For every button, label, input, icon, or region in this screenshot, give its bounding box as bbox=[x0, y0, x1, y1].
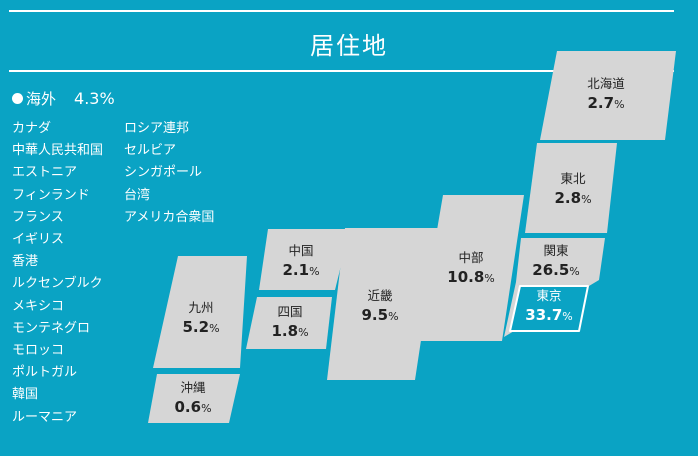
region-name-label: 関東 bbox=[543, 243, 569, 258]
country-item: フランス bbox=[12, 209, 64, 225]
title-underline bbox=[9, 70, 674, 72]
region-name-label: 北海道 bbox=[587, 76, 625, 91]
region-value-label: 9.5% bbox=[361, 306, 398, 324]
overseas-label: 海外 bbox=[26, 90, 57, 108]
country-item: アメリカ合衆国 bbox=[124, 209, 215, 225]
top-rule bbox=[9, 10, 674, 12]
country-item: 香港 bbox=[12, 254, 39, 270]
region-value-label: 26.5% bbox=[532, 261, 579, 279]
region-shape bbox=[509, 285, 589, 332]
country-item: 韓国 bbox=[12, 387, 39, 403]
region-name-label: 東北 bbox=[560, 171, 586, 186]
country-item: ロシア連邦 bbox=[124, 121, 190, 136]
region-tile: 北海道 2.7% bbox=[540, 51, 676, 140]
country-item: モンテネグロ bbox=[12, 320, 91, 336]
country-item: シンガポール bbox=[124, 165, 203, 181]
region-name-label: 四国 bbox=[277, 304, 302, 319]
country-item: 中華人民共和国 bbox=[12, 143, 104, 159]
region-value-label: 33.7% bbox=[525, 306, 572, 324]
region-name-label: 中部 bbox=[458, 250, 483, 265]
region-tile: 沖縄 0.6% bbox=[148, 374, 240, 423]
region-shape bbox=[327, 228, 438, 380]
country-item: セルビア bbox=[124, 143, 177, 159]
region-value-label: 10.8% bbox=[447, 268, 494, 286]
country-list-col2: ロシア連邦 セルビア シンガポール 台湾 アメリカ合衆国 bbox=[124, 118, 214, 229]
region-name-label: 九州 bbox=[188, 300, 213, 315]
region-tile: 四国 1.8% bbox=[246, 297, 332, 349]
country-item: ルクセンブルク bbox=[12, 276, 103, 292]
country-item: フィンランド bbox=[12, 187, 90, 203]
region-value-label: 1.8% bbox=[271, 322, 308, 340]
country-item: ルーマニア bbox=[12, 409, 78, 425]
bullet-icon bbox=[12, 93, 23, 104]
region-value-label: 0.6% bbox=[174, 398, 211, 416]
country-item: ポルトガル bbox=[12, 365, 78, 381]
chart-title: 居住地 bbox=[310, 32, 388, 60]
region-tile: 東京 33.7% bbox=[509, 285, 589, 332]
region-shape bbox=[246, 297, 332, 349]
region-shape bbox=[153, 256, 247, 368]
country-item: 台湾 bbox=[124, 187, 151, 203]
region-shape bbox=[148, 374, 240, 423]
region-name-label: 中国 bbox=[288, 243, 313, 258]
region-value-label: 5.2% bbox=[182, 318, 219, 336]
region-tile: 中部 10.8% bbox=[418, 195, 524, 341]
region-tile: 東北 2.8% bbox=[525, 143, 617, 233]
region-name-label: 東京 bbox=[536, 288, 561, 303]
region-tile: 九州 5.2% bbox=[153, 256, 247, 368]
region-tile: 近畿 9.5% bbox=[327, 228, 438, 380]
overseas-header: 海外 4.3% bbox=[12, 88, 115, 109]
region-shape bbox=[540, 51, 676, 140]
region-value-label: 2.1% bbox=[282, 261, 319, 279]
country-item: メキシコ bbox=[12, 298, 65, 314]
region-value-label: 2.8% bbox=[554, 189, 591, 207]
overseas-percent: 4.3% bbox=[74, 89, 115, 108]
country-item: エストニア bbox=[12, 165, 78, 181]
country-list-col1: カナダ 中華人民共和国 エストニア フィンランド フランス イギリス 香港 ルク… bbox=[12, 118, 103, 429]
region-name-label: 近畿 bbox=[367, 288, 393, 303]
region-name-label: 沖縄 bbox=[180, 380, 206, 395]
region-shape bbox=[418, 195, 524, 341]
region-value-label: 2.7% bbox=[587, 94, 624, 112]
region-shape bbox=[259, 229, 350, 290]
country-item: カナダ bbox=[12, 121, 52, 136]
region-tile: 中国 2.1% bbox=[259, 229, 350, 290]
country-item: モロッコ bbox=[12, 343, 65, 359]
country-item: イギリス bbox=[12, 232, 65, 248]
region-shape bbox=[525, 143, 617, 233]
